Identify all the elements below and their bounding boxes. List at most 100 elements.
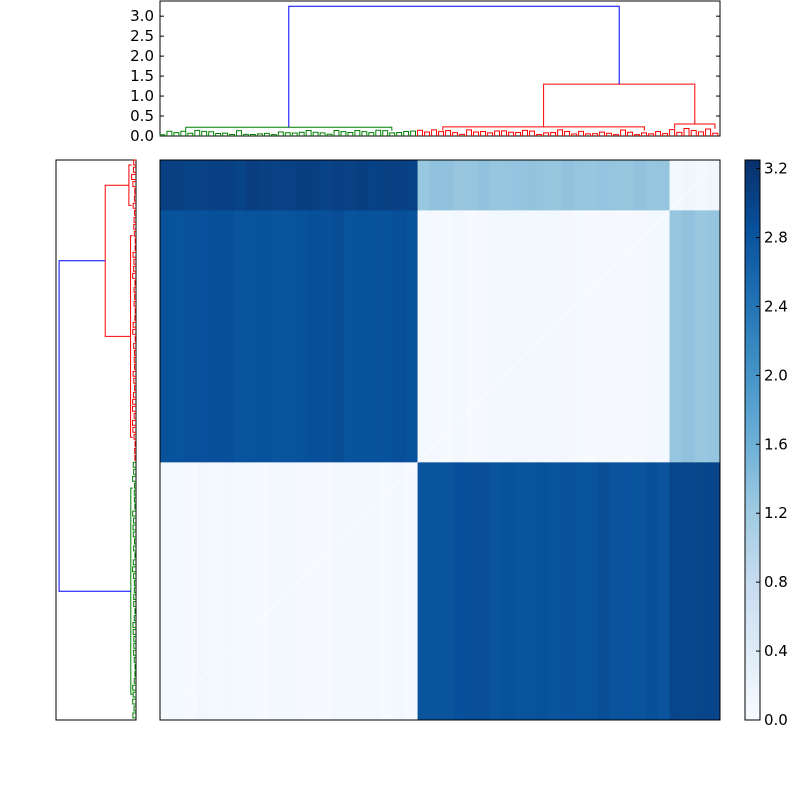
dendrogram-leaf-link (312, 131, 319, 136)
dendrogram-leaf-link (132, 166, 136, 173)
heatmap-cell-strip (453, 210, 466, 463)
dendrogram-leaf-link (133, 342, 136, 349)
heatmap-cell-strip (682, 210, 696, 463)
dendrogram-leaf-link (132, 391, 136, 398)
left-dendrogram (55, 159, 137, 721)
heatmap-cell-strip (561, 160, 574, 211)
dendrogram-leaf-link (382, 130, 389, 136)
dendrogram-leaf-link (134, 454, 136, 461)
heatmap-cell-strip (441, 160, 454, 211)
dendrogram-leaf-link (459, 133, 465, 136)
dendrogram-leaf-link (134, 440, 136, 447)
dendrogram-leaf-link (132, 566, 136, 573)
dendrogram-leaf-link (222, 132, 229, 136)
dendrogram-leaf-link (133, 356, 136, 363)
heatmap-cell-strip (405, 462, 418, 720)
dendrogram-leaf-link (134, 209, 136, 216)
heatmap-cell-strip (501, 462, 514, 720)
dendrogram-leaf-link (133, 223, 136, 230)
dendrogram-leaf-link (613, 134, 619, 136)
heatmap-cell-strip (209, 210, 222, 463)
heatmap-cell-strip (621, 160, 634, 211)
heatmap-cell-strip (657, 462, 670, 720)
dendrogram-leaf-link (132, 321, 136, 328)
heatmap-cell-strip (160, 210, 173, 463)
heatmap-cell-strip (585, 210, 598, 463)
dendrogram-leaf-link (480, 131, 486, 136)
dendrogram-cluster-link (674, 123, 716, 129)
y-tick-label: 3.0 (130, 7, 154, 25)
heatmap-cell-strip (172, 210, 185, 463)
dendrogram-leaf-link (134, 670, 136, 677)
heatmap-cell-strip (245, 160, 259, 211)
colorbar-bar (744, 159, 761, 721)
heatmap-cell-strip (465, 462, 478, 720)
dendrogram-leaf-link (132, 461, 136, 468)
dendrogram-leaf-link (508, 131, 514, 136)
heatmap-cell-strip (258, 210, 271, 463)
heatmap-cell-strip (525, 210, 538, 463)
dendrogram-leaf-link (132, 622, 136, 628)
dendrogram-leaf-link (250, 133, 256, 136)
heatmap-cell-strip (294, 462, 308, 720)
dendrogram-leaf-link (132, 510, 136, 517)
dendrogram-leaf-link (277, 131, 284, 136)
dendrogram-leaf-link (134, 538, 136, 545)
dendrogram-leaf-link (697, 131, 704, 136)
dendrogram-leaf-link (243, 133, 249, 136)
heatmap-cell-strip (489, 462, 502, 720)
heatmap-cell-strip (573, 462, 586, 720)
dendrogram-leaf-link (131, 405, 136, 412)
dendrogram-leaf-link (438, 131, 444, 136)
heatmap-cell-strip (441, 210, 454, 463)
dendrogram-leaf-link (134, 293, 136, 300)
heatmap-frame (159, 159, 721, 721)
dendrogram-leaf-link (187, 132, 194, 136)
top-dendrogram: 0.0 0.5 1.0 1.5 2.0 2.5 3.0 (130, 0, 721, 145)
dendrogram-leaf-link (712, 132, 719, 136)
dendrogram-leaf-link (194, 129, 201, 136)
dendrogram-leaf-link (263, 132, 270, 136)
left-dendrogram-frame (55, 159, 137, 721)
heatmap-cell-strip (380, 210, 394, 463)
dendrogram-leaf-link (132, 398, 136, 405)
heatmap-cell-strip (258, 462, 271, 720)
y-tick-label: 1.0 (130, 87, 154, 105)
heatmap-cell-strip (184, 160, 198, 211)
heatmap-cell-strip (417, 462, 430, 720)
dendrogram-leaf-link (648, 133, 654, 136)
dendrogram-leaf-link (133, 216, 136, 223)
colorbar-tick-label: 0.8 (764, 573, 788, 591)
dendrogram-leaf-link (133, 300, 136, 307)
dendrogram-leaf-link (133, 545, 136, 552)
heatmap-cell-strip (380, 462, 394, 720)
dendrogram-leaf-link (133, 587, 136, 594)
dendrogram-leaf-link (564, 130, 570, 136)
heatmap-cell-strip (489, 160, 502, 211)
heatmap-cell-strip (160, 462, 173, 720)
dendrogram-leaf-link (166, 130, 173, 136)
dendrogram-leaf-link (466, 129, 472, 136)
dendrogram-cluster-link (442, 126, 645, 131)
heatmap-cell-strip (393, 160, 406, 211)
heatmap-cell-strip (477, 210, 490, 463)
heatmap-cell-strip (694, 462, 708, 720)
dendrogram-leaf-link (522, 129, 528, 136)
dendrogram-leaf-link (132, 328, 136, 335)
dendrogram-leaf-link (134, 503, 136, 510)
heatmap-cell-strip (597, 160, 610, 211)
dendrogram-leaf-link (361, 131, 368, 136)
dendrogram-root-link (288, 5, 620, 128)
heatmap-cell-strip (453, 160, 466, 211)
dendrogram-leaf-link (134, 482, 136, 489)
heatmap-cell-strip (344, 210, 357, 463)
heatmap-cell-strip (319, 210, 333, 463)
heatmap-cell-strip (513, 160, 526, 211)
dendrogram-leaf-link (134, 608, 136, 614)
heatmap-cell-strip (270, 160, 283, 211)
heatmap-cell-strip (282, 160, 296, 211)
heatmap-cell-strip (645, 210, 658, 463)
heatmap-cell-strip (209, 160, 222, 211)
heatmap-cell-strip (294, 160, 308, 211)
dendrogram-leaf-link (134, 237, 136, 244)
